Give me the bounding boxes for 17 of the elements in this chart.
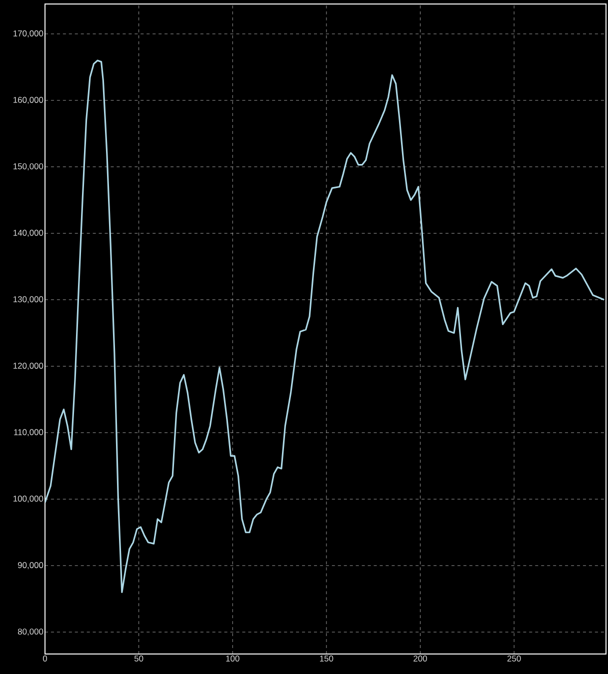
y-tick-label: 80,000 (18, 628, 44, 636)
x-tick-label: 200 (414, 656, 427, 662)
y-tick-label: 130,000 (14, 296, 44, 304)
x-tick-label: 0 (42, 656, 48, 662)
y-tick-label: 160,000 (14, 96, 44, 104)
y-tick-label: 120,000 (14, 362, 44, 370)
y-tick-label: 110,000 (14, 429, 44, 436)
y-tick-label: 140,000 (14, 230, 44, 237)
line-series (45, 60, 605, 593)
y-tick-label: 100,000 (14, 496, 44, 503)
x-tick-label: 150 (320, 656, 334, 662)
x-tick-label: 50 (134, 656, 144, 662)
y-tick-label: 150,000 (14, 163, 44, 170)
y-tick-label: 90,000 (18, 562, 44, 570)
y-tick-label: 170,000 (14, 30, 44, 38)
x-tick-label: 100 (226, 656, 240, 662)
x-tick-label: 250 (507, 656, 521, 662)
